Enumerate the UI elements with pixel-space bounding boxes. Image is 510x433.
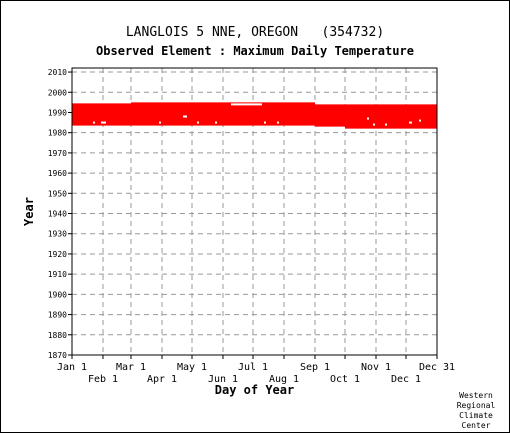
y-tick-label: 1900: [48, 290, 67, 299]
chart-subtitle: Observed Element : Maximum Daily Tempera…: [96, 44, 414, 58]
plot-border: [71, 67, 438, 356]
y-tick-label: 1970: [48, 149, 67, 158]
x-tick-label: Mar 1: [116, 362, 146, 373]
x-tick-label: Nov 1: [361, 362, 391, 373]
x-tick-label: Jun 1: [208, 374, 238, 385]
x-tick-label: Oct 1: [330, 374, 360, 385]
y-axis-label: Year: [22, 197, 36, 226]
x-tick-label: Dec 31: [419, 362, 455, 373]
y-tick-label: 1910: [48, 270, 67, 279]
y-tick-label: 1920: [48, 250, 67, 259]
y-tick-label: 2000: [48, 88, 67, 97]
missing-data-mark: [159, 121, 161, 124]
missing-data-mark: [367, 117, 369, 120]
x-tick-label: Jul 1: [238, 362, 268, 373]
y-tick-label: 1990: [48, 108, 67, 117]
x-tick-label: Apr 1: [147, 374, 177, 385]
missing-data-mark: [183, 115, 187, 118]
data-bar: [345, 104, 437, 129]
missing-data-mark: [101, 121, 106, 124]
credit-line: Climate: [459, 411, 493, 420]
missing-data-mark: [385, 123, 387, 126]
y-tick-label: 1980: [48, 129, 67, 138]
missing-data-mark: [231, 103, 262, 106]
y-tick-label: 1940: [48, 210, 67, 219]
y-tick-label: 1950: [48, 189, 67, 198]
x-tick-label: May 1: [177, 362, 207, 373]
y-tick-label: 1880: [48, 331, 67, 340]
missing-data-mark: [277, 121, 279, 124]
x-tick-label: Aug 1: [269, 374, 299, 385]
missing-data-mark: [264, 121, 266, 124]
missing-data-mark: [215, 121, 217, 124]
y-tick-label: 1870: [48, 351, 67, 360]
y-tick-label: 1890: [48, 311, 67, 320]
credit-line: Regional: [456, 401, 496, 410]
x-axis-label: Day of Year: [215, 383, 294, 397]
credit-text: Western Regional Climate Center: [445, 391, 507, 431]
y-tick-label: 2010: [48, 68, 67, 77]
credit-line: Center: [461, 421, 491, 430]
y-tick-label: 1930: [48, 230, 67, 239]
missing-data-mark: [197, 121, 199, 124]
data-bar: [131, 102, 315, 126]
credit-line: Western: [459, 391, 493, 400]
missing-data-mark: [93, 121, 95, 124]
x-tick-label: Jan 1: [57, 362, 87, 373]
x-tick-label: Sep 1: [300, 362, 330, 373]
chart-title: LANGLOIS 5 NNE, OREGON (354732): [125, 25, 385, 40]
missing-data-mark: [409, 121, 412, 124]
data-bar: [72, 103, 131, 126]
x-tick-label: Feb 1: [88, 374, 118, 385]
y-tick-label: 1960: [48, 169, 67, 178]
missing-data-mark: [373, 123, 375, 126]
data-bar: [315, 104, 345, 127]
x-tick-label: Dec 1: [391, 374, 421, 385]
missing-data-mark: [419, 119, 421, 122]
